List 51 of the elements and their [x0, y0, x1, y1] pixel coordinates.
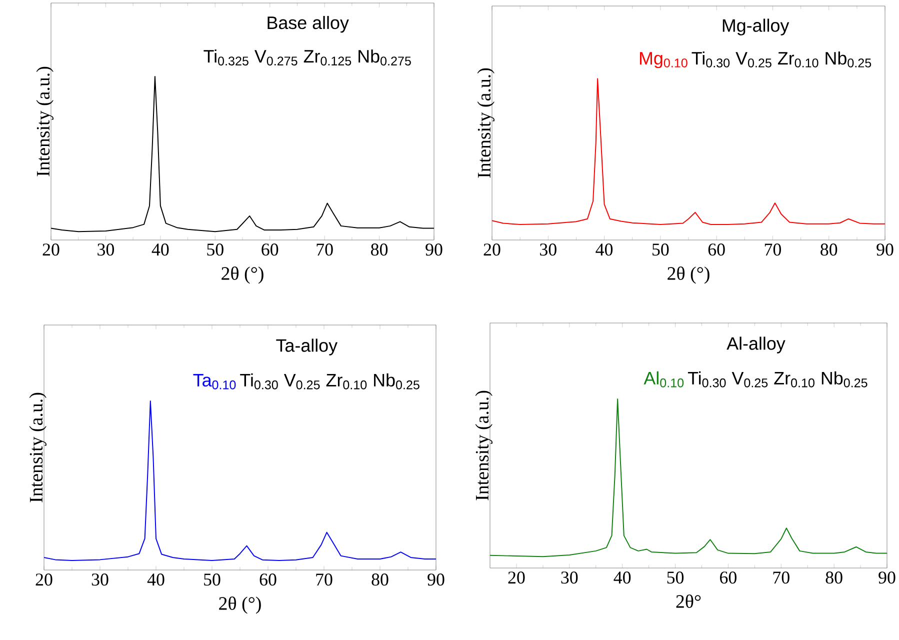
x-tick-label: 20: [36, 574, 52, 586]
x-tick-label: 50: [204, 574, 220, 586]
x-tick-label: 70: [773, 572, 790, 584]
x-tick-label: 20: [42, 244, 60, 256]
x-tick-label: 70: [316, 574, 332, 586]
x-axis-title: 2θ°: [676, 594, 701, 608]
x-tick-label: 30: [98, 244, 114, 256]
x-axis-title: 2θ (°): [219, 596, 261, 614]
x-tick-label: 60: [708, 244, 725, 256]
chart-title: Ta-alloy: [276, 338, 338, 356]
x-tick-label: 70: [316, 244, 333, 256]
x-tick-label: 80: [826, 572, 842, 584]
x-tick-label: 50: [207, 244, 224, 256]
x-tick-label: 90: [426, 244, 442, 256]
x-tick-label: 90: [876, 244, 894, 256]
x-tick-label: 30: [540, 244, 556, 256]
chart-subtitle: Ti$_{0.30}$ V$_{0.25}$ Zr$_{0.10}$ Nb$_{0.25}$: [240, 373, 420, 390]
x-tick-label: 90: [428, 574, 444, 586]
x-tick-label: 60: [260, 574, 276, 586]
x-tick-label: 80: [371, 244, 388, 256]
chart-subtitle: Ti$_{0.325}$ V$_{0.275}$ Zr$_{0.125}$ Nb$_{0.275}$: [204, 50, 411, 66]
y-axis-title: Intensity (a.u.): [36, 66, 54, 176]
x-tick-label: 60: [720, 572, 736, 584]
x-tick-label: 40: [596, 244, 613, 256]
x-axis-title: 2θ (°): [222, 266, 264, 284]
x-tick-label: 90: [878, 572, 896, 584]
chart-subtitle: Ti$_{0.30}$ V$_{0.25}$ Zr$_{0.10}$ Nb$_{0.25}$: [692, 51, 872, 68]
x-axis-title: 2θ (°): [668, 266, 710, 284]
x-tick-label: 60: [262, 244, 278, 256]
y-axis-title: Intensity (a.u.): [475, 390, 492, 500]
x-tick-label: 30: [92, 574, 108, 586]
x-tick-label: 40: [614, 572, 631, 584]
chart-subtitle: Ti$_{0.30}$ V$_{0.25}$ Zr$_{0.10}$ Nb$_{0.25}$: [688, 371, 868, 388]
chart-title: Base alloy: [268, 16, 349, 33]
text: Mg$_{0.10}$: [640, 52, 688, 68]
x-tick-label: 20: [508, 572, 525, 584]
x-tick-label: 30: [561, 572, 578, 584]
chart-title: Al-alloy: [726, 336, 786, 354]
y-axis-title: Intensity (a.u.): [477, 68, 494, 178]
x-tick-label: 50: [652, 244, 669, 256]
x-tick-label: 40: [147, 574, 164, 586]
x-tick-label: 80: [820, 244, 838, 256]
text: Ta$_{0.10}$: [193, 374, 236, 390]
x-tick-label: 50: [667, 572, 684, 584]
x-tick-label: 40: [152, 244, 169, 256]
y-axis-title: Intensity (a.u.): [29, 392, 46, 502]
x-tick-label: 70: [764, 244, 781, 256]
x-tick-label: 20: [484, 244, 500, 256]
text: Al$_{0.10}$: [644, 371, 684, 388]
x-tick-label: 80: [372, 574, 388, 586]
chart-title: Mg-alloy: [722, 18, 790, 36]
